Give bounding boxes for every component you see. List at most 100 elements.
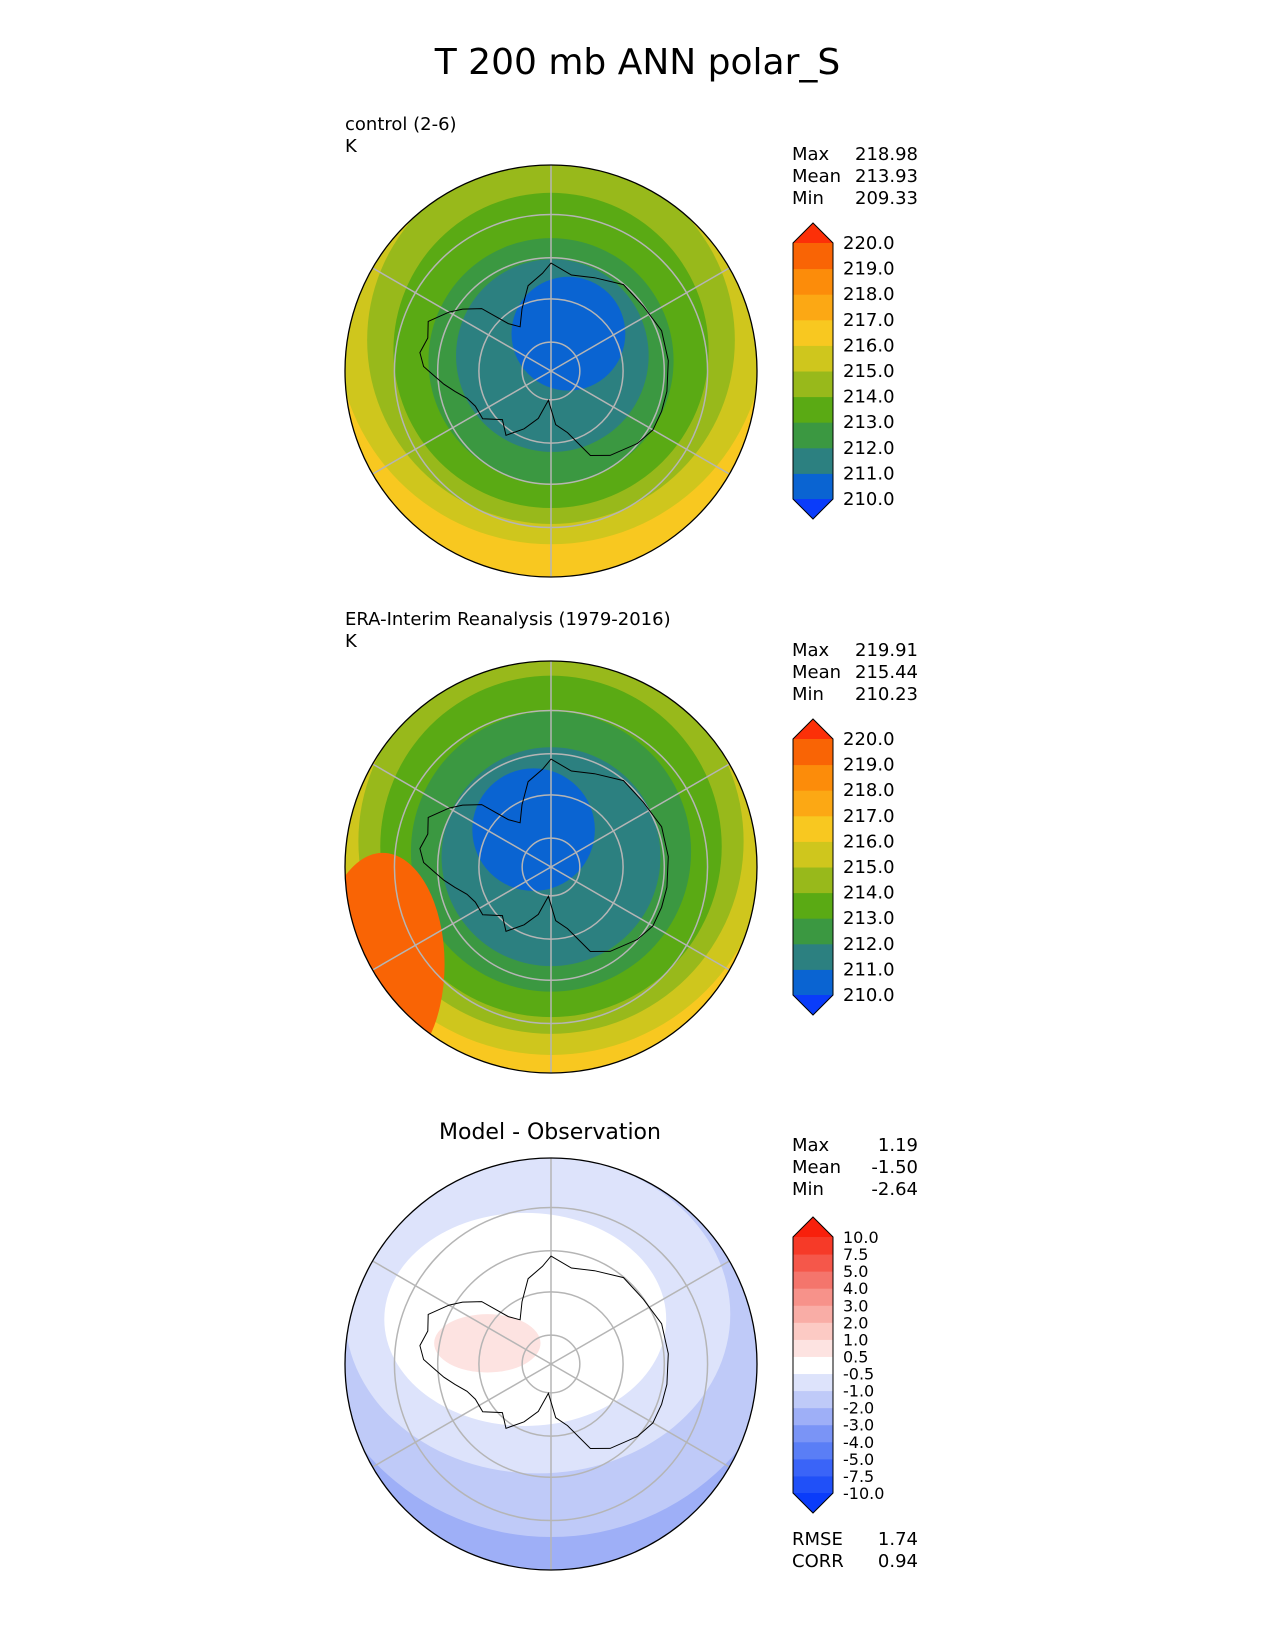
map-boundary <box>344 1157 758 1571</box>
colorbar-tick-label: 10.0 <box>843 1228 879 1247</box>
colorbar-tick-label: 220.0 <box>843 729 895 750</box>
colorbar-tick-label: 218.0 <box>843 284 895 305</box>
colorbar-tick-label: 3.0 <box>843 1296 868 1315</box>
colorbar-tick-label: 219.0 <box>843 755 895 776</box>
colorbar-segment <box>793 739 833 766</box>
colorbar-tick-label: -2.0 <box>843 1399 874 1418</box>
panel-test-label: control (2-6) <box>345 114 457 135</box>
colorbar-segment <box>793 1271 833 1289</box>
colorbar-segment <box>793 447 833 474</box>
colorbar-segment <box>793 1441 833 1460</box>
figure-title: T 200 mb ANN polar_S <box>434 42 841 83</box>
colorbar-extend-max <box>793 719 833 739</box>
colorbar-outline <box>792 222 834 520</box>
meridian-line <box>550 1363 730 1468</box>
colorbar-segment <box>793 1322 833 1340</box>
graticule <box>372 1158 730 1570</box>
colorbar-segment <box>793 841 833 868</box>
map-boundary <box>344 660 758 1074</box>
colorbar-tick-label: 212.0 <box>843 934 895 955</box>
meridian-line <box>372 1363 552 1468</box>
colorbar-tick-label: -7.5 <box>843 1467 874 1486</box>
meridian-line <box>550 370 730 475</box>
colorbar-tick-label: 2.0 <box>843 1313 868 1332</box>
colorbar-segment <box>793 969 833 996</box>
panel-ref-label: ERA-Interim Reanalysis (1979-2016) <box>345 609 671 630</box>
colorbar-segment <box>793 1458 833 1477</box>
colorbar-segment <box>793 243 833 270</box>
colorbar-segment <box>793 371 833 398</box>
panel-ref-stats: Max 219.91 Mean 215.44 Min 210.23 <box>792 640 918 706</box>
colorbar-tick-label: 7.5 <box>843 1245 868 1264</box>
colorbar-segment <box>793 345 833 372</box>
colorbar-segment <box>793 790 833 817</box>
antarctica-coastline <box>419 1255 669 1450</box>
panel-ref-units: K <box>345 631 357 652</box>
colorbar-extend-min <box>793 995 833 1015</box>
antarctica-coastline <box>419 758 669 953</box>
stat-max: Max 1.19 <box>792 1135 918 1156</box>
colorbar-segment <box>793 268 833 295</box>
meridian-line <box>372 370 552 475</box>
colorbar-tick-label: 5.0 <box>843 1262 868 1281</box>
contour-zone <box>472 768 595 891</box>
colorbar-tick-label: 218.0 <box>843 780 895 801</box>
colorbar-extend-min <box>793 499 833 519</box>
colorbar-segment <box>793 918 833 945</box>
colorbar: 210.0 211.0 212.0 213.0 214.0 215.0 216.0 217.0… <box>792 718 895 1016</box>
colorbar: -10.0-7.5-5.0-4.0-3.0-2.0-1.0-0.50.51.02… <box>792 1216 884 1514</box>
colorbar-segment <box>793 1356 833 1375</box>
colorbar-tick-label: 211.0 <box>843 463 895 484</box>
colorbar-extend-max <box>793 223 833 243</box>
map-boundary <box>344 164 758 578</box>
meridian-line <box>550 1260 730 1365</box>
colorbar-tick-label: 210.0 <box>843 985 895 1006</box>
colorbar-outline <box>792 718 834 1016</box>
graticule <box>372 165 730 577</box>
colorbar-tick-label: 216.0 <box>843 335 895 356</box>
colorbar-segment <box>793 396 833 423</box>
colorbar-segment <box>793 892 833 919</box>
antarctica-coastline <box>419 262 669 457</box>
stat-min: Min -2.64 <box>792 1179 918 1200</box>
colorbar-tick-label: 210.0 <box>843 489 895 510</box>
colorbar-tick-label: 213.0 <box>843 908 895 929</box>
colorbar-segment <box>793 1475 833 1494</box>
meridian-line <box>372 763 552 868</box>
panel-test-units: K <box>345 136 357 157</box>
colorbar-segment <box>793 473 833 500</box>
stat-mean: Mean 213.93 <box>792 166 918 187</box>
colorbar-segment <box>793 815 833 842</box>
colorbar-segment <box>793 294 833 321</box>
colorbar-extend-max <box>793 1217 833 1237</box>
colorbar-tick-label: -1.0 <box>843 1382 874 1401</box>
panel-test-stats: Max 218.98 Mean 213.93 Min 209.33 <box>792 144 918 210</box>
colorbar-tick-label: 217.0 <box>843 806 895 827</box>
stat-min: Min 210.23 <box>792 684 918 705</box>
contour-field <box>345 165 757 577</box>
contour-zone <box>345 498 351 577</box>
colorbar-segment <box>793 422 833 449</box>
stat-min: Min 209.33 <box>792 188 918 209</box>
contour-zone <box>384 1212 667 1426</box>
colorbar-tick-label: 216.0 <box>843 831 895 852</box>
colorbar-tick-label: 214.0 <box>843 883 895 904</box>
stat-max: Max 219.91 <box>792 640 918 661</box>
colorbar-segment <box>793 1254 833 1272</box>
colorbar-segment <box>793 1424 833 1443</box>
stat-max: Max 218.98 <box>792 144 918 165</box>
colorbar-segment <box>793 1390 833 1409</box>
colorbar-tick-label: 215.0 <box>843 857 895 878</box>
meridian-line <box>550 866 730 971</box>
colorbar-segment <box>793 1237 833 1255</box>
colorbar-segment <box>793 1305 833 1323</box>
colorbar-extend-min <box>793 1493 833 1513</box>
colorbar-tick-label: 4.0 <box>843 1279 868 1298</box>
colorbar-tick-label: 211.0 <box>843 959 895 980</box>
stat-mean: Mean 215.44 <box>792 662 918 683</box>
colorbar-segment <box>793 1407 833 1426</box>
meridian-line <box>372 1260 552 1365</box>
colorbar-tick-label: -0.5 <box>843 1365 874 1384</box>
meridian-line <box>372 267 552 372</box>
